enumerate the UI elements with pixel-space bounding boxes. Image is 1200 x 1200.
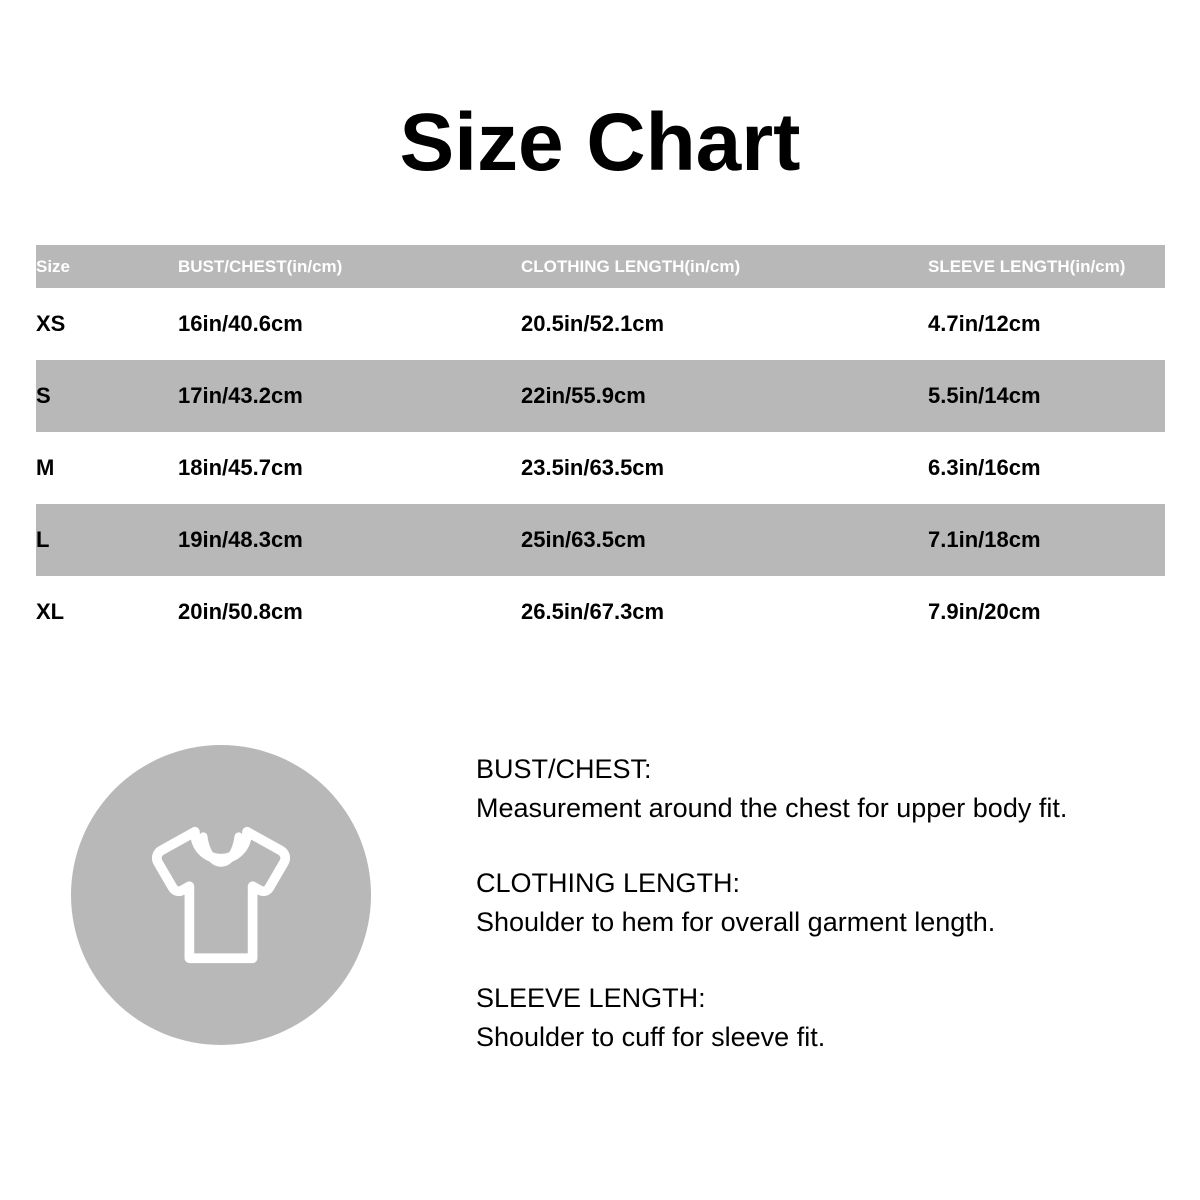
cell-bust: 17in/43.2cm (178, 383, 303, 408)
cell-bust: 16in/40.6cm (178, 311, 303, 336)
table-row: L 19in/48.3cm 25in/63.5cm 7.1in/18cm (36, 504, 1165, 576)
cell-sleeve: 4.7in/12cm (928, 311, 1041, 336)
description-text: Shoulder to hem for overall garment leng… (476, 907, 996, 938)
cell-bust: 18in/45.7cm (178, 455, 303, 480)
cell-sleeve: 7.9in/20cm (928, 599, 1041, 624)
cell-size: S (36, 383, 51, 408)
description-term: BUST/CHEST: (476, 754, 652, 784)
table-row: XS 16in/40.6cm 20.5in/52.1cm 4.7in/12cm (36, 288, 1165, 360)
cell-length: 25in/63.5cm (521, 527, 646, 552)
description-term: CLOTHING LENGTH: (476, 868, 741, 899)
cell-length: 23.5in/63.5cm (521, 455, 665, 480)
description-text: Shoulder to cuff for sleeve fit. (476, 1021, 826, 1052)
tshirt-icon (151, 826, 291, 964)
table-header-row: Size BUST/CHEST(in/cm) CLOTHING LENGTH(i… (36, 245, 1165, 288)
cell-size: XL (36, 599, 65, 624)
page-title: Size Chart (399, 97, 801, 188)
description-clothing-length: CLOTHING LENGTH: Shoulder to hem for ove… (476, 864, 1188, 942)
column-header-sleeve: SLEEVE LENGTH(in/cm) (928, 256, 1126, 276)
column-header-size: Size (36, 256, 71, 276)
cell-length: 26.5in/67.3cm (521, 599, 665, 624)
table-row: S 17in/43.2cm 22in/55.9cm 5.5in/14cm (36, 360, 1165, 432)
table-row: XL 20in/50.8cm 26.5in/67.3cm 7.9in/20cm (36, 576, 1165, 648)
size-chart-table: Size BUST/CHEST(in/cm) CLOTHING LENGTH(i… (36, 245, 1165, 648)
description-text: Measurement around the chest for upper b… (476, 793, 1068, 824)
table-row: M 18in/45.7cm 23.5in/63.5cm 6.3in/16cm (36, 432, 1165, 504)
tshirt-icon-badge (71, 745, 371, 1045)
description-term: SLEEVE LENGTH: (476, 982, 706, 1013)
cell-size: L (36, 527, 50, 552)
column-header-length: CLOTHING LENGTH(in/cm) (521, 256, 741, 276)
table-body: XS 16in/40.6cm 20.5in/52.1cm 4.7in/12cm … (36, 288, 1165, 648)
cell-length: 22in/55.9cm (521, 383, 646, 408)
cell-bust: 20in/50.8cm (178, 599, 303, 624)
cell-sleeve: 5.5in/14cm (928, 383, 1041, 408)
column-header-bust: BUST/CHEST(in/cm) (178, 256, 343, 276)
cell-length: 20.5in/52.1cm (521, 311, 665, 336)
measurement-descriptions: BUST/CHEST: Measurement around the chest… (476, 750, 1188, 1057)
table-header: Size BUST/CHEST(in/cm) CLOTHING LENGTH(i… (36, 245, 1165, 288)
cell-sleeve: 6.3in/16cm (928, 455, 1041, 480)
cell-size: XS (36, 311, 66, 336)
description-bust-chest: BUST/CHEST: Measurement around the chest… (476, 750, 1188, 828)
cell-size: M (36, 455, 55, 480)
cell-bust: 19in/48.3cm (178, 527, 303, 552)
description-sleeve-length: SLEEVE LENGTH: Shoulder to cuff for slee… (476, 979, 1188, 1057)
cell-sleeve: 7.1in/18cm (928, 527, 1041, 552)
